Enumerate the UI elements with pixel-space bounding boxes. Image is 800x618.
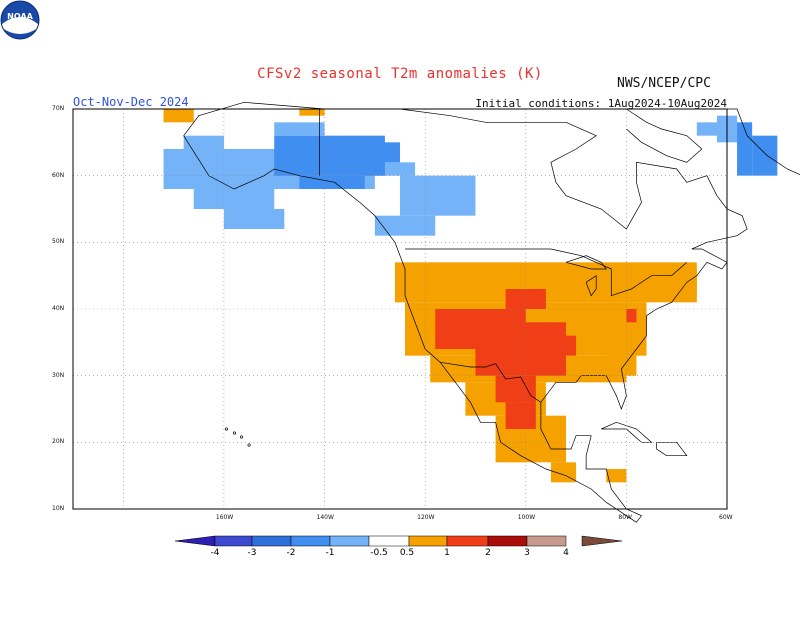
colorbar-label: -1 <box>325 548 335 558</box>
lon-label: 60W <box>719 514 733 521</box>
lat-label: 20N <box>52 438 65 446</box>
lon-label: 120W <box>417 514 435 521</box>
border-line <box>440 361 542 403</box>
anomaly-cell <box>400 175 476 216</box>
anomaly-cell <box>223 209 285 229</box>
svg-text:NOAA: NOAA <box>7 12 33 21</box>
anomaly-cell <box>606 469 627 483</box>
anomaly-cell <box>183 135 224 149</box>
anomaly-cell <box>752 135 778 176</box>
coastline <box>183 101 748 523</box>
lon-label: 80W <box>618 514 632 521</box>
lon-label: 160W <box>215 514 234 521</box>
noaa-logo-icon: NOAA <box>0 0 40 40</box>
colorbar-label: 0.5 <box>399 548 415 558</box>
map-frame <box>72 108 728 510</box>
anomaly-cell <box>274 122 325 136</box>
colorbar-right-arrow <box>581 535 623 547</box>
anomaly-cell <box>163 109 194 123</box>
anomaly-cell <box>193 189 275 209</box>
lat-label: 70N <box>52 105 65 112</box>
coastlines <box>183 101 800 523</box>
season-label: Oct-Nov-Dec 2024 <box>73 95 189 109</box>
anomaly-cell <box>737 122 753 176</box>
hawaii-island <box>224 427 228 431</box>
agency-label: NWS/NCEP/CPC <box>617 76 711 91</box>
anomaly-cells <box>163 109 778 483</box>
colorbar-label: -3 <box>247 548 257 558</box>
lat-label: 40N <box>52 305 65 312</box>
anomaly-cell <box>535 335 577 356</box>
colorbar-label: 3 <box>524 548 530 558</box>
colorbar-segment <box>446 535 489 547</box>
anomaly-cell <box>349 142 400 163</box>
anomaly-cell <box>299 109 325 116</box>
lon-label: 100W <box>517 514 536 521</box>
colorbar-segment <box>214 535 253 547</box>
initial-conditions-label: Initial conditions: 1Aug2024-10Aug2024 <box>475 97 727 110</box>
anomaly-cell <box>495 375 536 403</box>
anomaly-cell <box>696 122 722 136</box>
colorbar-segment <box>487 535 528 547</box>
colorbar-label: -0.5 <box>370 548 388 558</box>
border-line <box>405 248 687 297</box>
gridlines <box>73 109 727 509</box>
lat-label: 60N <box>52 171 65 179</box>
colorbar-label: 1 <box>444 548 450 558</box>
hawaii-island <box>247 443 251 447</box>
colorbar-left-arrow <box>174 535 216 547</box>
lat-label: 50N <box>52 238 65 246</box>
colorbar-label: 2 <box>485 548 491 558</box>
colorbar-label: 4 <box>563 548 569 558</box>
colorbar-segment <box>368 535 410 547</box>
hawaii-island <box>239 435 244 439</box>
coastline <box>585 275 597 297</box>
hawaii-island <box>232 431 237 435</box>
lat-label: 30N <box>52 371 65 379</box>
lat-label: 10N <box>52 505 65 512</box>
anomaly-cell <box>616 269 697 296</box>
anomaly-cell <box>374 215 436 236</box>
colorbar-segment <box>329 535 370 547</box>
coastline <box>716 108 800 175</box>
colorbar-segment <box>251 535 292 547</box>
colorbar-segment <box>526 535 567 547</box>
colorbar-label: -2 <box>286 548 296 558</box>
anomaly-cell <box>626 309 637 323</box>
coastline <box>626 108 703 163</box>
colorbar-segment <box>408 535 448 547</box>
chart-title: CFSv2 seasonal T2m anomalies (K) <box>257 66 543 82</box>
anomaly-cell <box>505 402 536 429</box>
colorbar-segment <box>290 535 331 547</box>
lon-label: 140W <box>316 514 334 521</box>
anomaly-cell <box>505 289 546 309</box>
colorbar-label: -4 <box>210 548 220 558</box>
